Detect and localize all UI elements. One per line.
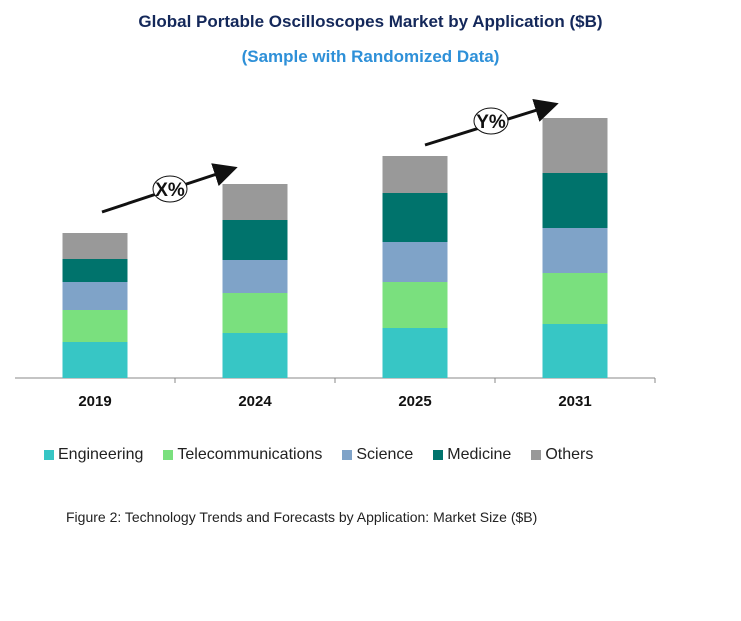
- bar-segment-science-2025: [382, 242, 448, 282]
- x-tick-label: 2031: [558, 393, 591, 410]
- legend-item: Science: [342, 446, 413, 464]
- chart-title: Global Portable Oscilloscopes Market by …: [138, 12, 603, 31]
- x-tick-label: 2019: [78, 393, 111, 410]
- legend-label: Science: [356, 446, 414, 463]
- bar-segment-science-2019: [62, 282, 128, 310]
- bar-segment-others-2025: [382, 156, 448, 193]
- legend-label: Telecommunications: [177, 446, 323, 463]
- bar-segment-engineering-2019: [62, 342, 128, 378]
- growth-label: Y%: [476, 112, 506, 133]
- bar-segment-telecommunications-2024: [222, 293, 288, 333]
- bar-segment-telecommunications-2019: [62, 310, 128, 342]
- growth-label-bubble: [152, 175, 188, 203]
- bar-segment-medicine-2024: [222, 220, 288, 260]
- growth-label: X%: [155, 180, 185, 201]
- bar-segment-engineering-2025: [382, 328, 448, 378]
- legend-label: Medicine: [447, 446, 512, 463]
- legend-swatch: [163, 450, 174, 460]
- bar-segment-others-2024: [222, 184, 288, 220]
- legend-swatch: [531, 450, 542, 460]
- growth-label-bubble: [473, 107, 509, 135]
- bar-segment-medicine-2031: [542, 173, 608, 228]
- x-tick-label: 2024: [238, 393, 272, 410]
- legend-swatch: [433, 450, 444, 460]
- bar-segment-engineering-2031: [542, 324, 608, 378]
- legend-swatch: [44, 450, 54, 460]
- bar-segment-others-2019: [62, 233, 128, 259]
- plot-area: 2019 2024 2025 2031 X% Y%: [15, 98, 656, 410]
- legend-label: Engineering: [58, 446, 144, 463]
- figure-caption: Figure 2: Technology Trends and Forecast…: [66, 509, 538, 525]
- bar-segment-science-2031: [542, 228, 608, 273]
- legend-item: Telecommunications: [163, 446, 322, 464]
- x-tick-label: 2025: [398, 393, 431, 410]
- legend-item: Medicine: [433, 446, 511, 464]
- bar-segment-telecommunications-2031: [542, 273, 608, 324]
- bar-segment-telecommunications-2025: [382, 282, 448, 328]
- legend-item: Engineering: [44, 446, 143, 464]
- legend-swatch: [342, 450, 353, 460]
- legend-item: Others: [531, 446, 593, 464]
- bar-segment-medicine-2019: [62, 259, 128, 282]
- legend-label: Others: [545, 446, 594, 463]
- chart-subtitle: (Sample with Randomized Data): [241, 47, 500, 66]
- legend: Engineering Telecommunications Science Medi…: [44, 446, 593, 464]
- bar-segment-medicine-2025: [382, 193, 448, 242]
- bar-segment-engineering-2024: [222, 333, 288, 378]
- bar-segment-others-2031: [542, 118, 608, 173]
- bar-segment-science-2024: [222, 260, 288, 293]
